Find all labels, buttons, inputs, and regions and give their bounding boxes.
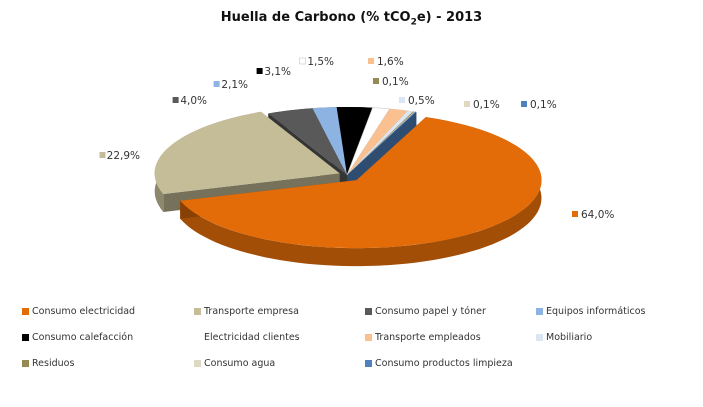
legend-swatch xyxy=(365,308,372,315)
chart-title: Huella de Carbono (% tCO2e) - 2013 xyxy=(220,10,483,28)
legend-label: Mobiliario xyxy=(546,332,593,343)
data-label-10: 0,1% xyxy=(521,99,557,111)
data-label-7: 0,5% xyxy=(399,95,435,107)
svg-text:0,1%: 0,1% xyxy=(473,99,500,111)
legend-swatch xyxy=(194,308,201,315)
pie-slice-10 xyxy=(347,111,417,175)
legend-swatch xyxy=(194,360,201,367)
svg-text:4,0%: 4,0% xyxy=(180,95,207,107)
legend-item-2: Consumo papel y tóner xyxy=(365,306,486,317)
data-label-1: 22,9% xyxy=(99,150,140,162)
pie-slice-side-10 xyxy=(347,111,417,193)
svg-text:0,1%: 0,1% xyxy=(530,99,557,111)
legend-item-3: Equipos informáticos xyxy=(536,306,646,317)
pie-slice-2 xyxy=(268,108,347,175)
legend-item-5: Electricidad clientes xyxy=(194,332,300,343)
pie-slice-9 xyxy=(347,111,416,175)
data-label-3: 2,1% xyxy=(213,79,248,91)
pie-slice-4 xyxy=(336,107,373,175)
pie-slice-8 xyxy=(347,111,415,175)
pie-plot: 64,0% 22,9% 4,0% 2,1% 3,1% 1,5% 1,6% 0,5% 0,1% 0,… xyxy=(99,56,614,267)
svg-text:1,6%: 1,6% xyxy=(377,56,404,68)
legend-swatch xyxy=(536,334,543,341)
legend-swatch xyxy=(22,360,29,367)
legend-swatch xyxy=(536,308,543,315)
pie-slice-0 xyxy=(180,117,542,249)
legend-item-10: Consumo productos limpieza xyxy=(365,358,513,369)
legend-label: Consumo electricidad xyxy=(32,306,136,317)
data-label-9: 0,1% xyxy=(464,99,500,111)
legend-item-9: Consumo agua xyxy=(194,358,275,369)
legend-label: Equipos informáticos xyxy=(546,306,646,317)
svg-text:3,1%: 3,1% xyxy=(264,66,291,78)
legend-label: Residuos xyxy=(32,358,75,369)
legend-item-0: Consumo electricidad xyxy=(22,306,135,317)
legend-label: Transporte empleados xyxy=(375,332,481,343)
pie-slice-6 xyxy=(347,108,408,175)
legend-item-8: Residuos xyxy=(22,358,74,369)
legend-item-4: Consumo calefacción xyxy=(22,332,133,343)
legend-label: Consumo agua xyxy=(204,358,276,369)
legend-item-6: Transporte empleados xyxy=(365,332,481,343)
pie-slice-1 xyxy=(154,111,340,194)
legend-label: Consumo productos limpieza xyxy=(375,358,513,369)
legend-label: Electricidad clientes xyxy=(204,332,300,343)
legend-item-7: Mobiliario xyxy=(536,332,592,343)
legend-label: Transporte empresa xyxy=(204,306,299,317)
data-label-5: 1,5% xyxy=(299,56,334,68)
legend-swatch xyxy=(22,334,29,341)
svg-text:0,1%: 0,1% xyxy=(382,76,409,88)
data-label-6: 1,6% xyxy=(368,56,404,68)
legend-swatch xyxy=(365,334,372,341)
legend-swatch xyxy=(194,334,201,341)
legend-swatch xyxy=(22,308,29,315)
pie-slice-5 xyxy=(346,107,391,176)
legend-item-1: Transporte empresa xyxy=(194,306,299,317)
data-label-2: 4,0% xyxy=(172,95,207,107)
svg-text:0,5%: 0,5% xyxy=(408,95,435,107)
pie-slice-3 xyxy=(312,107,347,175)
data-label-4: 3,1% xyxy=(256,66,291,78)
legend-label: Consumo papel y tóner xyxy=(375,306,486,317)
pie-slice-7 xyxy=(347,110,414,175)
svg-text:22,9%: 22,9% xyxy=(107,150,140,162)
svg-text:1,5%: 1,5% xyxy=(307,56,334,68)
legend-swatch xyxy=(365,360,372,367)
svg-text:64,0%: 64,0% xyxy=(581,209,614,221)
legend-label: Consumo calefacción xyxy=(32,332,134,343)
data-label-0: 64,0% xyxy=(572,209,614,221)
data-label-8: 0,1% xyxy=(373,76,409,88)
svg-text:2,1%: 2,1% xyxy=(221,79,248,91)
